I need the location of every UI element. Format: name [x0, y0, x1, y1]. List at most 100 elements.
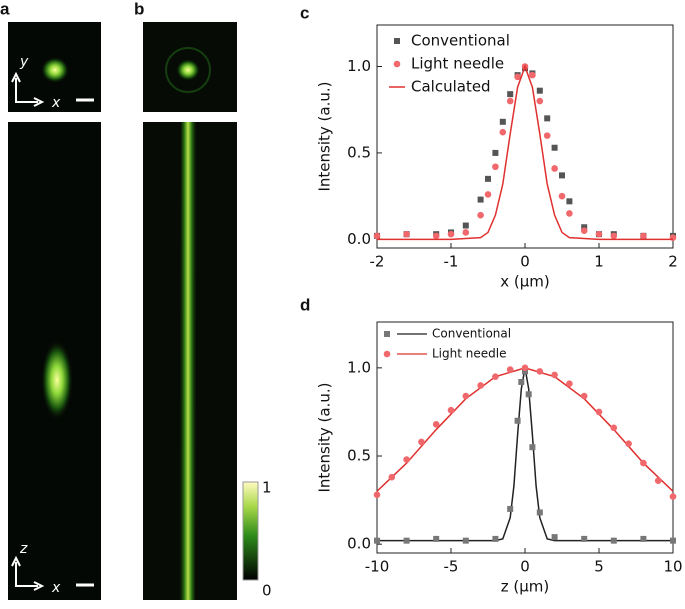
point [506, 366, 514, 373]
point [610, 232, 618, 240]
point [566, 380, 573, 388]
legend-symbol [394, 38, 400, 44]
fit-line [376, 367, 674, 492]
point [462, 537, 469, 544]
point [610, 424, 618, 432]
point [595, 230, 603, 238]
panel-label: d [300, 295, 310, 314]
x-tick-label: -2 [370, 253, 385, 271]
point [544, 115, 551, 122]
x-tick-label: 1 [594, 253, 604, 271]
point [485, 175, 491, 182]
point [529, 444, 536, 451]
x-tick-label: -5 [444, 558, 459, 576]
point [477, 382, 484, 389]
y-tick-label: 1.0 [347, 358, 371, 376]
point [543, 132, 551, 139]
line [377, 64, 673, 241]
point [551, 371, 558, 379]
colorbar-label: 0 [262, 582, 272, 600]
x-tick-label: -1 [444, 253, 459, 271]
legend-label: Light needle [432, 347, 506, 361]
y-tick-label: 0.0 [347, 535, 371, 553]
x-tick-label: 0 [520, 558, 530, 576]
point [580, 227, 588, 235]
colorbar [242, 481, 259, 581]
point [551, 144, 558, 151]
point [566, 198, 573, 205]
axis-name: y [19, 54, 29, 70]
y-tick-label: 0.5 [347, 143, 371, 161]
plot-frame [376, 321, 674, 554]
panel-label: a [0, 0, 10, 18]
legend-label: Light needle [411, 55, 504, 73]
colorbar-label: 1 [262, 479, 272, 497]
legend-symbol [383, 350, 391, 358]
axes-arrows [11, 555, 94, 591]
point [518, 378, 525, 385]
point [484, 191, 492, 198]
point [551, 165, 558, 172]
point [462, 229, 470, 236]
legend-label: Conventional [432, 327, 511, 341]
point [525, 391, 532, 398]
point [529, 71, 536, 79]
y-tick-label: 1.0 [347, 57, 371, 75]
point [625, 440, 632, 447]
x-tick-label: 5 [594, 558, 604, 576]
point [670, 537, 676, 544]
point [462, 392, 470, 400]
panel-label: c [300, 3, 309, 22]
axis-name: x [51, 580, 61, 596]
point [551, 534, 558, 541]
point [433, 535, 440, 542]
point [595, 408, 603, 416]
y-tick-label: 0.0 [347, 230, 371, 248]
point [536, 509, 543, 516]
point [640, 232, 647, 240]
point [462, 222, 469, 229]
point [507, 505, 514, 512]
point [522, 368, 528, 375]
point [506, 97, 514, 105]
point [536, 368, 544, 375]
point [514, 417, 521, 424]
x-axis-label: z (μm) [501, 578, 550, 596]
point [499, 118, 506, 125]
point [492, 373, 499, 380]
x-tick-label: 0 [520, 253, 530, 271]
point [640, 459, 647, 467]
point [403, 456, 410, 463]
point [507, 91, 514, 98]
point [610, 537, 617, 544]
point [374, 537, 380, 544]
spot [41, 340, 73, 420]
point [640, 535, 647, 542]
point [432, 232, 440, 240]
point [492, 163, 499, 171]
spot [41, 57, 69, 83]
point [581, 224, 588, 231]
axis-name: x [51, 95, 61, 111]
point [373, 232, 381, 240]
legend-symbol [384, 331, 390, 337]
point [492, 149, 499, 156]
needle [179, 122, 197, 600]
point [477, 211, 484, 219]
point [521, 364, 529, 372]
point [373, 491, 381, 499]
fit-line [377, 367, 673, 542]
point [581, 535, 588, 542]
panel-label: b [134, 0, 144, 18]
point [669, 493, 677, 500]
spot [176, 59, 200, 81]
point [432, 420, 440, 428]
point [558, 192, 566, 200]
point [654, 477, 662, 485]
point [447, 406, 455, 414]
point [536, 97, 544, 105]
x-axis-label: x (μm) [500, 273, 550, 291]
x-tick-label: -10 [365, 558, 390, 576]
point [566, 210, 573, 217]
